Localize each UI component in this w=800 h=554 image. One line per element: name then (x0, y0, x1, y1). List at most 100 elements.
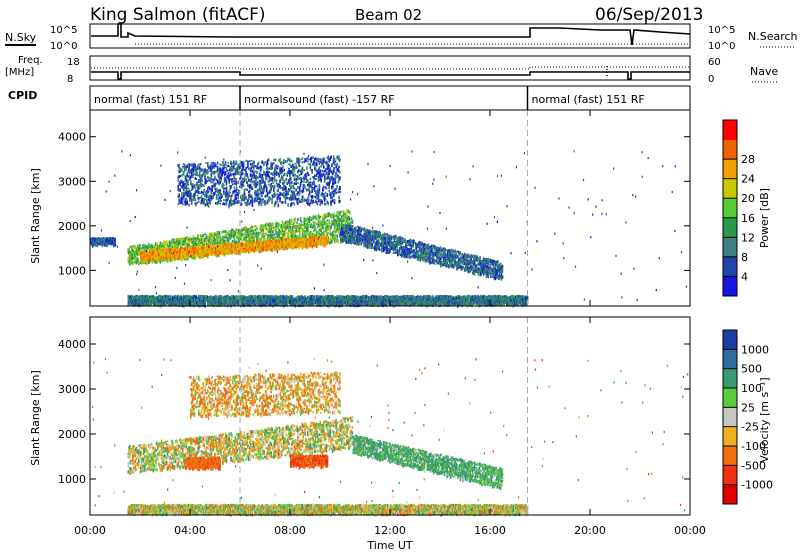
power-cell (158, 249, 161, 252)
power-cell (239, 164, 241, 168)
power-cell (217, 193, 220, 197)
power-cell (301, 244, 304, 248)
power-cell (216, 165, 219, 169)
power-cell (263, 237, 265, 241)
power-cell (286, 232, 288, 234)
power-cell (207, 191, 209, 194)
power-cell (168, 250, 171, 254)
power-cell (184, 192, 187, 196)
power-cell (182, 171, 185, 176)
power-cell (204, 251, 206, 256)
power-cell (215, 250, 217, 255)
power-cell (225, 166, 228, 171)
power-cell (155, 248, 157, 251)
power-cell (307, 245, 309, 248)
power-cell (217, 244, 220, 248)
power-cell (214, 162, 216, 166)
power-cell (226, 241, 229, 245)
power-cell (253, 243, 255, 246)
power-cell (269, 197, 272, 200)
power-cell (204, 176, 206, 180)
power-cell (278, 229, 280, 233)
power-cell (348, 228, 351, 233)
power-cell (212, 179, 214, 184)
power-cell (147, 255, 149, 259)
power-cell (237, 166, 239, 169)
power-cell (156, 249, 158, 254)
power-cell (198, 185, 201, 189)
power-cell (242, 250, 245, 254)
power-cell (210, 195, 213, 199)
power-cell (250, 159, 253, 162)
power-cell (262, 243, 264, 245)
power-cell (320, 226, 322, 231)
power-cell (248, 233, 250, 237)
power-cell (237, 240, 239, 243)
power-cell (198, 163, 200, 166)
power-cell (144, 261, 147, 264)
power-cell (271, 240, 273, 243)
power-cell (294, 218, 297, 222)
power-cell (215, 253, 218, 258)
power-cell (179, 242, 181, 245)
power-cell (162, 252, 164, 256)
power-cell (248, 241, 251, 245)
power-cell (292, 235, 295, 239)
power-cell (203, 253, 205, 257)
power-cell (296, 242, 298, 245)
power-cell (340, 219, 343, 224)
power-cell (185, 167, 188, 171)
power-cell (224, 233, 227, 237)
power-cell (330, 225, 332, 230)
power-cell (342, 213, 345, 217)
power-cell (320, 239, 322, 243)
power-cell (243, 249, 246, 252)
power-cell (187, 253, 189, 257)
power-cell (327, 212, 330, 217)
power-cell (131, 257, 133, 260)
power-cell (216, 251, 219, 254)
power-cell (161, 251, 163, 254)
power-cell (212, 166, 214, 168)
power-cell (296, 236, 298, 239)
power-cell (308, 232, 311, 237)
power-cell (334, 230, 337, 234)
power-cell (200, 253, 203, 258)
power-cell (187, 246, 189, 251)
power-cell (312, 233, 314, 235)
nave-trace (91, 66, 690, 70)
power-cell (260, 166, 263, 169)
power-cell (186, 164, 188, 168)
power-cell (311, 237, 313, 242)
power-cell (290, 219, 293, 223)
power-cell (220, 238, 222, 243)
power-cell (223, 199, 225, 202)
power-cell (170, 248, 172, 252)
power-cell (267, 223, 270, 227)
power-cell (258, 193, 261, 195)
power-cell (324, 221, 327, 225)
power-cell (237, 196, 239, 200)
power-cell (181, 186, 183, 189)
power-cell (182, 240, 184, 244)
power-cell (164, 257, 166, 261)
power-cell (192, 197, 195, 201)
power-cell (172, 245, 174, 249)
power-cell (303, 242, 305, 245)
power-cell (321, 232, 323, 235)
power-cell (323, 221, 326, 226)
power-cell (327, 236, 330, 240)
power-cell (272, 239, 274, 244)
power-cell (254, 235, 256, 238)
power-cell (334, 240, 337, 243)
power-cell (190, 246, 192, 250)
power-cell (179, 174, 181, 178)
power-cell (201, 234, 204, 238)
power-cell (245, 247, 247, 250)
power-cell (277, 246, 280, 251)
power-cell (213, 237, 215, 241)
power-cell (241, 239, 244, 244)
power-cell (147, 247, 149, 250)
power-cell (139, 244, 141, 247)
power-cell (213, 232, 215, 235)
